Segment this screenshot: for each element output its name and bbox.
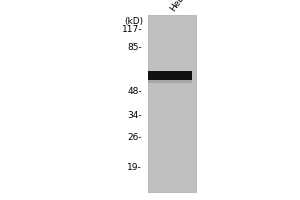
Text: 19-: 19- (127, 164, 142, 172)
Text: 34-: 34- (128, 110, 142, 119)
Text: 85-: 85- (127, 43, 142, 51)
Bar (148, 15, 196, 192)
Text: 26-: 26- (128, 134, 142, 142)
Text: 117-: 117- (122, 25, 142, 34)
Text: HeLa: HeLa (168, 0, 188, 13)
Bar (148, 79, 192, 82)
Bar (148, 71, 192, 79)
Text: (kD): (kD) (124, 17, 143, 26)
Text: 48-: 48- (128, 86, 142, 96)
